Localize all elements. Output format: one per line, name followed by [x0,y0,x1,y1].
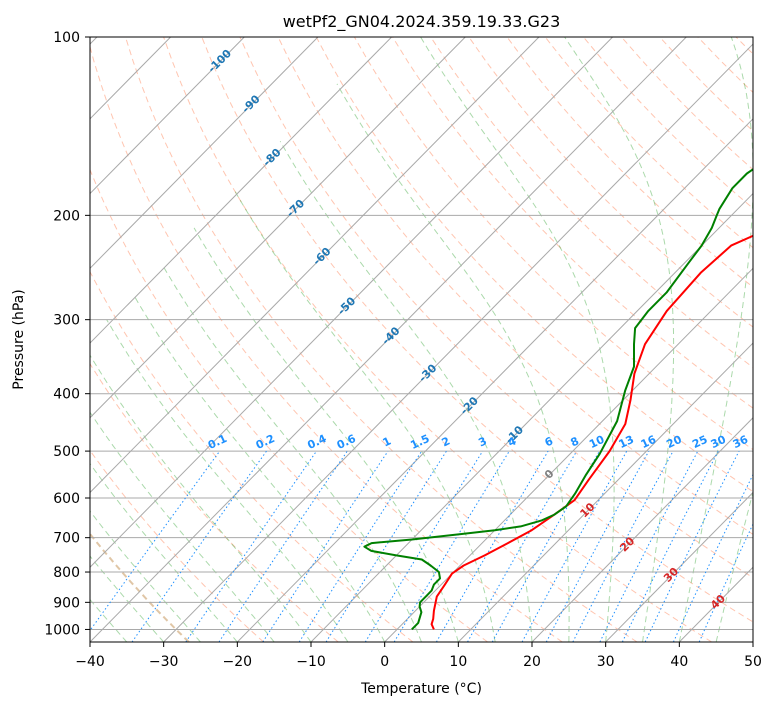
moist-adiabat [106,319,349,642]
y-axis: 1000 900 800 700 600 500 400 300 200 100 [44,30,90,638]
moist-adiabat [163,267,422,642]
dry-adiabat [506,37,753,288]
isotherm-gridline [90,37,245,195]
series-layer [363,168,753,631]
isotherm-gridline [90,37,540,494]
mixing-ratio-label: 13 [617,433,636,451]
dry-adiabat [125,37,638,642]
y-tick-label: 300 [53,313,80,329]
sounding-line-1 [430,234,753,630]
dry-adiabat [430,37,753,369]
x-tick-label: −20 [223,654,253,670]
mixing-ratio-line [262,450,389,642]
mixing-ratio-label: 20 [664,433,684,451]
moist-adiabat [564,37,675,642]
mixing-ratio-line [393,450,510,642]
x-tick-label: 20 [523,654,541,670]
dry-adiabat [392,37,753,409]
isotherm-gridline [90,37,466,419]
x-axis: −40 −30 −20 −10 0 10 20 30 40 50 [75,642,762,670]
x-tick-label: −30 [149,654,179,670]
mixing-ratio-line [218,450,348,642]
y-tick-label: 600 [53,491,80,507]
moist-adiabat [90,411,275,642]
moist-adiabat [420,37,615,642]
dry-adiabat [163,37,712,642]
x-tick-label: 50 [744,654,762,670]
mixing-ratio-label: 16 [639,433,659,451]
dry-adiabat [315,37,753,493]
y-axis-label: Pressure (hPa) [11,289,27,389]
dry-adiabat [90,44,563,642]
y-tick-label: 200 [53,208,80,224]
isotherm-gridline [90,37,687,642]
sounding-line-2 [363,168,753,631]
moist-adiabat [715,489,753,642]
dry-adiabat [468,37,753,328]
dry-adiabat [90,449,264,642]
isotherm-gridline [531,417,753,642]
mixing-ratio-label: 30 [709,433,729,451]
isotherm-gridline [90,37,392,344]
plot-frame [89,36,754,643]
isotherm-gridline [457,342,753,642]
moist-adiabat [193,227,459,642]
mixing-ratio-line [644,450,740,642]
mixing-ratio-line [90,450,221,632]
moist-adiabat [90,555,165,642]
y-tick-label: 400 [53,387,80,403]
mixing-ratio-line [325,450,447,642]
isotherm-gridline [90,37,319,269]
y-tick-label: 500 [53,444,80,460]
moist-adiabat [336,83,570,642]
isobar-grid [90,37,753,630]
x-tick-label: 40 [670,654,688,670]
mixing-ratio-line [131,450,267,642]
x-tick-label: 10 [449,654,467,670]
mixing-ratio-line [298,450,423,642]
x-tick-label: 30 [597,654,615,670]
y-tick-label: 900 [53,595,80,611]
isotherm-gridline [605,491,753,642]
moist-adiabat [232,187,496,642]
mixing-ratio-line [185,450,317,642]
moist-adiabat [134,297,386,642]
mixing-ratio-line [621,450,719,642]
dry-adiabat [239,37,753,579]
dry-adiabat [90,362,339,642]
mixing-ratio-label: 25 [690,433,709,451]
moist-adiabat [90,510,201,642]
isotherm-gridline [236,118,753,642]
mixing-ratio-label: 36 [731,433,751,451]
moist-adiabat [90,598,128,642]
isotherm-gridline [310,192,753,642]
mixing-ratio-line [521,450,628,642]
x-axis-label: Temperature (°C) [360,681,482,697]
x-tick-label: −10 [296,654,326,670]
moist-adiabat [90,354,312,642]
isotherm-gridline [163,43,753,642]
y-tick-label: 800 [53,565,80,581]
dry-adiabat [353,37,753,451]
y-tick-label: 100 [53,30,80,46]
chart-title: wetPf2_GN04.2024.359.19.33.G23 [283,12,561,32]
dry-adiabat [201,37,753,623]
mixing-ratio-line [545,450,650,642]
dry-adiabat [90,168,488,642]
moist-adiabat [678,37,753,642]
isotherm-gridline [90,37,613,568]
mixing-ratio-line [364,450,484,642]
isotherm-grid [90,37,753,642]
x-tick-label: −40 [75,654,105,670]
mixing-ratio-label: 10 [587,433,607,451]
y-tick-label: 700 [53,531,80,547]
isotherm-gridline [384,267,753,642]
mixing-ratio-lines [90,450,753,642]
x-tick-label: 0 [380,654,389,670]
y-tick-label: 1000 [44,622,80,638]
